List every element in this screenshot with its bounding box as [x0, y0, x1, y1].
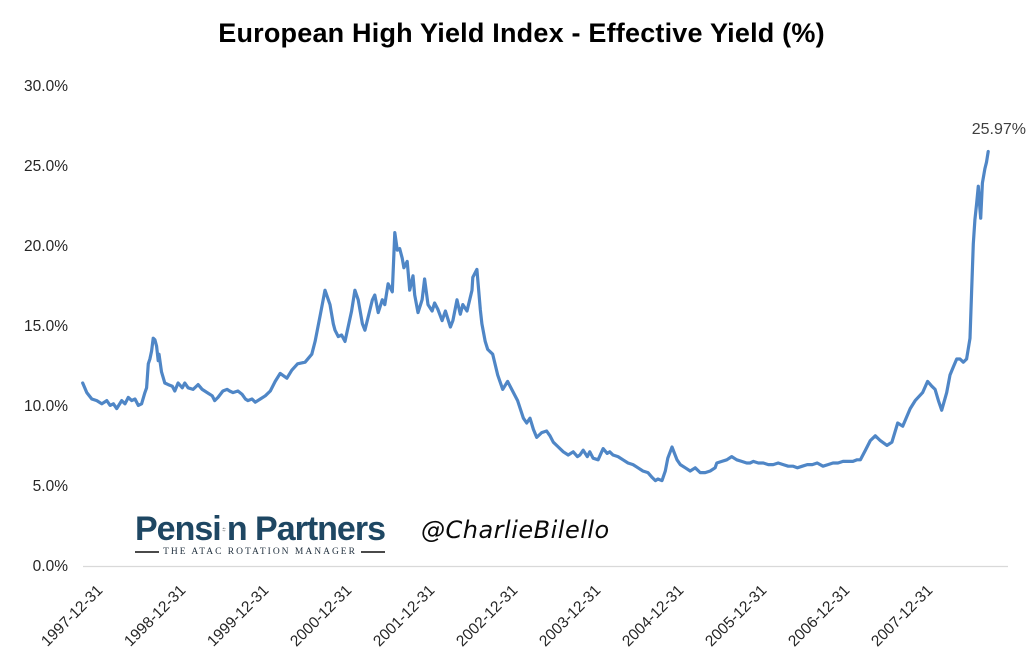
tagline-left-rule — [135, 551, 160, 553]
rotation-arrows-icon — [222, 527, 226, 532]
y-tick-label: 0.0% — [32, 558, 68, 575]
effective-yield-line — [81, 149, 990, 483]
pension-partners-logo: Pensi n Partners THE ATAC ROTATION MANAG… — [135, 510, 386, 557]
y-tick-label: 15.0% — [24, 318, 68, 335]
y-tick-label: 30.0% — [24, 78, 68, 95]
tagline-right-rule — [360, 551, 386, 553]
logo-wordmark: Pensi n Partners — [135, 510, 386, 548]
y-tick-label: 5.0% — [32, 478, 68, 495]
y-tick-label: 20.0% — [24, 238, 68, 255]
logo-tagline-row: THE ATAC ROTATION MANAGER — [135, 547, 386, 557]
twitter-handle: @CharlieBilello — [421, 516, 610, 544]
logo-text-left: Pensi — [135, 510, 222, 548]
y-tick-label: 25.0% — [24, 158, 68, 175]
y-tick-label: 10.0% — [24, 398, 68, 415]
logo-text-right: n Partners — [226, 510, 386, 548]
last-value-label: 25.97% — [971, 121, 1026, 138]
logo-tagline: THE ATAC ROTATION MANAGER — [163, 547, 357, 557]
chart-title: European High Yield Index - Effective Yi… — [218, 18, 825, 48]
